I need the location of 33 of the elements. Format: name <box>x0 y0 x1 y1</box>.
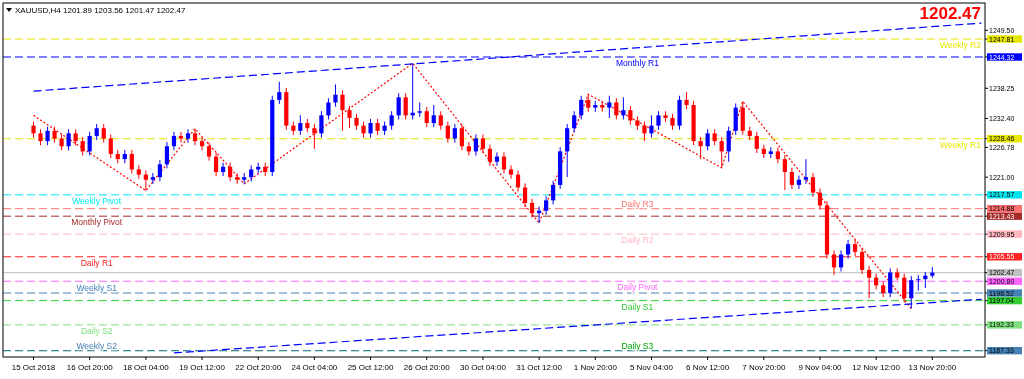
x-tick-label: 24 Oct 04:00 <box>291 363 338 372</box>
x-tick-label: 30 Oct 04:00 <box>460 363 507 372</box>
chart-title: XAUUSD,H4 1201.89 1203.56 1201.47 1202.47 <box>15 6 186 15</box>
x-tick-label: 7 Nov 20:00 <box>742 363 786 372</box>
x-tick-label: 31 Oct 12:00 <box>516 363 563 372</box>
x-tick-label: 9 Nov 04:00 <box>798 363 843 372</box>
ref-line-label: Weekly R1 <box>940 139 982 150</box>
x-tick-label: 1 Nov 20:00 <box>573 363 618 372</box>
x-tick-label: 12 Nov 12:00 <box>852 363 901 372</box>
x-tick-label: 16 Oct 20:00 <box>66 363 114 372</box>
x-tick-label: 15 Oct 2018 <box>11 363 56 372</box>
ref-line-label: Daily S3 <box>621 340 654 351</box>
ref-line-label: Weekly S2 <box>76 340 118 351</box>
ref-line-label: Daily R1 <box>80 257 114 268</box>
x-tick-label: 19 Oct 12:00 <box>179 363 226 372</box>
x-tick-label: 6 Nov 12:00 <box>686 363 730 372</box>
ref-line-label: Daily Pivot <box>617 282 659 293</box>
annotation: 1202.47 <box>919 4 981 23</box>
ref-line-label: Daily S1 <box>621 301 654 312</box>
ref-line-label: Monthly R1 <box>615 58 660 68</box>
ref-line-label: Daily R2 <box>621 235 654 246</box>
ref-line-label: Weekly S1 <box>76 283 118 293</box>
x-tick-label: 13 Nov 20:00 <box>908 363 957 372</box>
ref-line-label: Weekly Pivot <box>72 195 122 206</box>
x-tick-label: 25 Oct 12:00 <box>347 363 395 372</box>
ref-line-label: Daily S2 <box>80 325 113 336</box>
x-tick-label: 26 Oct 20:00 <box>403 363 451 372</box>
x-tick-label: 5 Nov 04:00 <box>629 363 674 372</box>
ref-line-label: Daily R3 <box>621 198 654 209</box>
x-tick-label: 18 Oct 04:00 <box>122 363 170 372</box>
ref-line-label: Weekly R2 <box>940 40 982 51</box>
ref-line-label: Monthly Pivot <box>71 217 123 228</box>
x-tick-label: 22 Oct 20:00 <box>235 363 282 372</box>
